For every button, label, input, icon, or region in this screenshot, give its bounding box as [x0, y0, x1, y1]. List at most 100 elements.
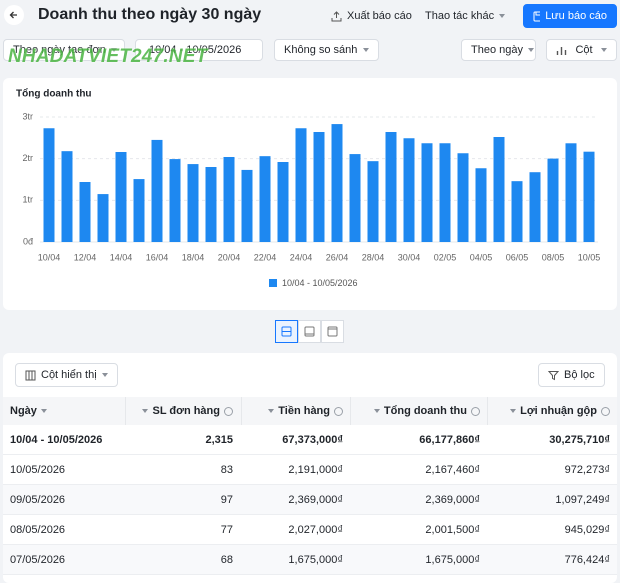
filter-label: Bộ lọc — [564, 369, 595, 381]
layout-tab[interactable] — [298, 320, 321, 343]
bar — [61, 151, 73, 242]
bar — [97, 194, 109, 242]
caret — [601, 48, 607, 52]
x-tick-label: 04/05 — [470, 252, 493, 262]
granularity-label: Theo ngày — [471, 44, 523, 56]
tab-icon — [281, 326, 292, 337]
chart-kind-label: Cột — [575, 44, 593, 56]
tab-icon — [304, 326, 315, 337]
save-button[interactable]: Lưu báo cáo — [523, 4, 617, 28]
bar — [547, 158, 559, 242]
columns-button[interactable]: Cột hiển thị — [15, 363, 118, 387]
bar — [583, 151, 595, 242]
bar — [367, 161, 379, 242]
chart-kind-select[interactable]: Cột — [546, 39, 617, 61]
table-cell: 67,373,000₫ — [282, 434, 343, 446]
info-icon — [224, 406, 233, 416]
legend-label: 10/04 - 10/05/2026 — [282, 278, 358, 288]
filter-button[interactable]: Bộ lọc — [538, 363, 605, 387]
column-header[interactable]: Tiền hàng — [268, 397, 343, 425]
bar — [457, 153, 469, 242]
column-header[interactable]: SL đơn hàng — [142, 397, 233, 425]
table-cell: 972,273₫ — [564, 464, 610, 476]
x-tick-label: 30/04 — [398, 252, 421, 262]
bar — [385, 132, 397, 242]
column-label: Tiền hàng — [278, 405, 330, 417]
table-cell: 07/05/2026 — [10, 554, 66, 566]
caret — [101, 373, 108, 377]
page: report { "header": { "title": "Doanh thu… — [3, 4, 617, 583]
table-cell: 08/05/2026 — [10, 524, 66, 536]
column-header[interactable]: Ngày — [10, 397, 47, 425]
granularity-select[interactable]: Theo ngày — [461, 39, 536, 61]
caret — [110, 48, 117, 52]
bar — [43, 128, 55, 242]
column-header[interactable]: Lợi nhuận gộp — [510, 397, 610, 425]
bar — [529, 172, 541, 242]
x-tick-label: 08/05 — [542, 252, 565, 262]
layout-tab[interactable] — [321, 320, 344, 343]
table-cell: 2,369,000₫ — [425, 494, 480, 506]
chart: Tổng doanh thu 0đ 1tr 2tr 3tr 10/04 12/04 14/0… — [16, 88, 600, 288]
table-cell: 2,001,500₫ — [425, 524, 480, 536]
x-tick-label: 20/04 — [218, 252, 241, 262]
compare-select[interactable]: Không so sánh — [274, 39, 379, 61]
table-cell: 68 — [220, 554, 233, 566]
more-actions-label: Thao tác khác — [425, 10, 495, 22]
data-table: Ngày SL đơn hàng Tiền hàng Tổng doanh thu Lợ… — [3, 397, 617, 583]
bar — [493, 137, 505, 242]
column-header[interactable]: Tổng doanh thu — [373, 397, 480, 425]
x-tick-label: 22/04 — [254, 252, 277, 262]
y-tick-label: 1tr — [22, 195, 33, 205]
table-cell: 776,424₫ — [564, 554, 610, 566]
table-cell: 2,369,000₫ — [288, 494, 343, 506]
table-row: 10/04 - 10/05/2026 2,315 67,373,000₫ 66,177… — [3, 425, 617, 455]
x-tick-label: 28/04 — [362, 252, 385, 262]
date-range-label: 10/04 - 10/05/2026 — [149, 44, 242, 56]
bar — [151, 139, 163, 242]
tab-icon — [327, 326, 338, 337]
page-title: Doanh thu theo ngày 30 ngày — [38, 6, 262, 23]
column-label: Lợi nhuận gộp — [520, 405, 597, 417]
bar — [295, 128, 307, 242]
table-cell: 09/05/2026 — [10, 494, 66, 506]
table-header: Ngày SL đơn hàng Tiền hàng Tổng doanh thu Lợ… — [3, 397, 617, 425]
report-page: Doanh thu theo ngày 30 ngày Xuất báo cáo… — [3, 4, 617, 583]
x-tick-label: 12/04 — [74, 252, 97, 262]
date-basis-label: Theo ngày tạo đơn — [13, 44, 106, 56]
table-row: 10/05/2026 83 2,191,000₫ 2,167,460₫ 972,273₫ — [3, 455, 617, 485]
x-tick-label: 24/04 — [290, 252, 313, 262]
date-range-picker[interactable]: 10/04 - 10/05/2026 — [135, 39, 263, 61]
x-tick-label: 06/05 — [506, 252, 529, 262]
x-tick-label: 16/04 — [146, 252, 169, 262]
bar — [169, 159, 181, 242]
bar — [421, 143, 433, 242]
table-row: 09/05/2026 97 2,369,000₫ 2,369,000₫ 1,097,24… — [3, 485, 617, 515]
bar — [115, 152, 127, 242]
layout-tab[interactable] — [275, 320, 298, 343]
table-cell: 1,097,249₫ — [555, 494, 610, 506]
back-button[interactable] — [4, 5, 24, 25]
bar — [331, 124, 343, 242]
x-tick-label: 14/04 — [110, 252, 133, 262]
caret — [499, 14, 506, 18]
column-divider — [350, 397, 351, 425]
date-basis-select[interactable]: Theo ngày tạo đơn — [3, 39, 125, 61]
table-cell: 945,029₫ — [564, 524, 610, 536]
sort-icon — [40, 409, 47, 413]
sort-icon — [142, 409, 149, 413]
bar — [277, 162, 289, 242]
export-button[interactable]: Xuất báo cáo — [322, 5, 421, 27]
table-cell: 2,315 — [205, 434, 233, 446]
bar — [205, 167, 217, 242]
more-actions-button[interactable]: Thao tác khác — [416, 5, 514, 27]
bar — [79, 182, 91, 242]
caret — [527, 48, 534, 52]
bar — [223, 157, 235, 242]
caret — [363, 48, 369, 52]
sort-icon — [373, 409, 380, 413]
y-tick-label: 2tr — [22, 153, 33, 163]
table-card: Cột hiển thị Bộ lọc Ngày SL đơn hàng Tiền … — [3, 353, 617, 583]
table-cell: 10/04 - 10/05/2026 — [10, 434, 103, 446]
info-icon — [334, 406, 343, 416]
